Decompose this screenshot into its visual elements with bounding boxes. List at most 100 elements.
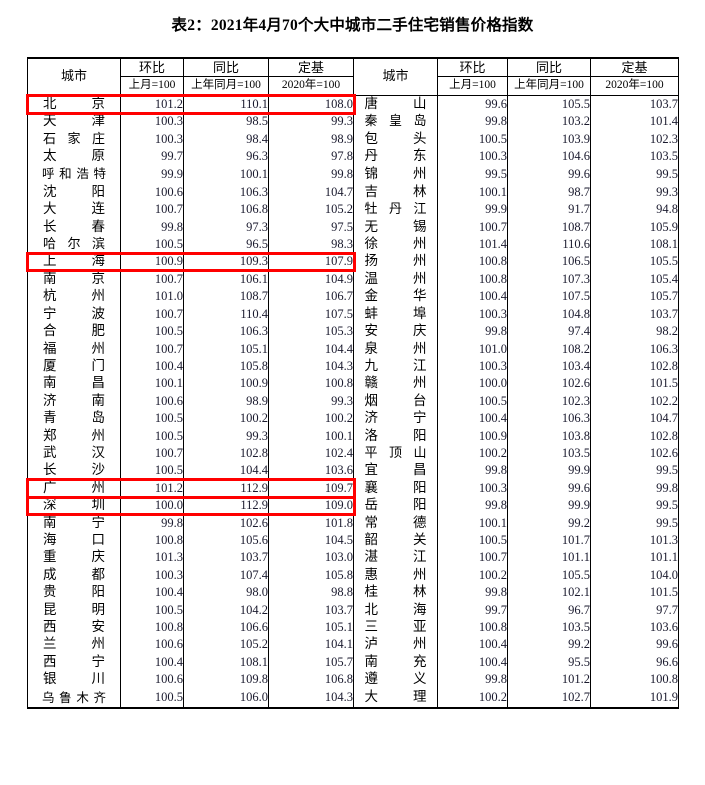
value-yoy-left: 100.9 bbox=[183, 375, 269, 393]
city-label: 徐州 bbox=[364, 236, 427, 253]
city-label: 长春 bbox=[43, 218, 105, 235]
city-name-left: 哈尔滨 bbox=[27, 236, 121, 254]
value-base-right: 97.7 bbox=[590, 601, 679, 619]
value-base-left: 104.3 bbox=[268, 688, 354, 710]
city-name-left: 西宁 bbox=[27, 653, 121, 672]
city-label: 扬州 bbox=[364, 253, 427, 270]
value-mom-right: 100.5 bbox=[437, 392, 508, 411]
city-name-right: 烟台 bbox=[353, 392, 438, 411]
value-mom-left: 101.3 bbox=[120, 549, 184, 567]
value-yoy-right: 104.8 bbox=[507, 305, 591, 324]
value-base-right: 99.5 bbox=[590, 462, 679, 480]
city-name-right: 惠州 bbox=[353, 566, 438, 585]
value-base-right: 98.2 bbox=[590, 323, 679, 341]
value-mom-right: 100.4 bbox=[437, 410, 508, 428]
city-name-right: 襄阳 bbox=[353, 479, 438, 498]
city-label: 济南 bbox=[43, 392, 105, 409]
city-name-right: 九江 bbox=[353, 357, 438, 376]
city-name-right: 桂林 bbox=[353, 584, 438, 602]
value-base-left: 109.0 bbox=[268, 497, 354, 515]
value-yoy-left: 98.9 bbox=[183, 392, 269, 411]
city-label: 西宁 bbox=[43, 653, 105, 670]
value-yoy-left: 112.9 bbox=[183, 497, 269, 515]
value-yoy-right: 102.1 bbox=[507, 584, 591, 602]
value-mom-right: 100.9 bbox=[437, 427, 508, 445]
value-base-left: 103.7 bbox=[268, 601, 354, 619]
value-yoy-right: 103.2 bbox=[507, 113, 591, 131]
value-base-left: 101.8 bbox=[268, 514, 354, 532]
value-mom-left: 100.3 bbox=[120, 566, 184, 585]
city-label: 包头 bbox=[364, 130, 427, 147]
value-yoy-right: 101.7 bbox=[507, 531, 591, 550]
city-label: 郑州 bbox=[43, 427, 105, 444]
value-mom-left: 101.2 bbox=[120, 95, 184, 114]
city-name-left: 北京 bbox=[27, 95, 121, 114]
city-name-left: 天津 bbox=[27, 113, 121, 131]
value-mom-right: 99.6 bbox=[437, 95, 508, 114]
value-mom-right: 100.7 bbox=[437, 549, 508, 567]
value-mom-right: 100.3 bbox=[437, 305, 508, 324]
city-label: 兰州 bbox=[43, 636, 105, 653]
city-label: 贵阳 bbox=[43, 584, 105, 601]
city-name-right: 济宁 bbox=[353, 410, 438, 428]
table-row: 兰州 100.6 105.2 104.1 泸州 100.4 99.2 99.6 bbox=[27, 636, 679, 654]
value-base-left: 99.8 bbox=[268, 165, 354, 184]
value-base-right: 96.6 bbox=[590, 653, 679, 672]
city-name-left: 昆明 bbox=[27, 601, 121, 619]
city-label: 唐山 bbox=[364, 95, 427, 112]
value-yoy-left: 105.8 bbox=[183, 357, 269, 376]
value-yoy-right: 102.6 bbox=[507, 375, 591, 393]
value-yoy-right: 95.5 bbox=[507, 653, 591, 672]
value-base-right: 99.5 bbox=[590, 165, 679, 184]
city-name-left: 海口 bbox=[27, 531, 121, 550]
city-name-right: 安庆 bbox=[353, 323, 438, 341]
city-label: 锦州 bbox=[364, 165, 427, 182]
table-row: 深圳 100.0 112.9 109.0 岳阳 99.8 99.9 99.5 bbox=[27, 497, 679, 515]
value-base-right: 101.3 bbox=[590, 531, 679, 550]
value-mom-left: 100.6 bbox=[120, 183, 184, 202]
value-mom-left: 100.5 bbox=[120, 601, 184, 619]
value-yoy-right: 99.9 bbox=[507, 497, 591, 515]
table-row: 郑州 100.5 99.3 100.1 洛阳 100.9 103.8 102.8 bbox=[27, 427, 679, 445]
city-label: 洛阳 bbox=[364, 427, 427, 444]
city-name-right: 泸州 bbox=[353, 636, 438, 654]
value-mom-right: 100.4 bbox=[437, 288, 508, 306]
value-mom-right: 100.2 bbox=[437, 566, 508, 585]
value-base-right: 106.3 bbox=[590, 340, 679, 358]
city-name-right: 韶关 bbox=[353, 531, 438, 550]
value-base-right: 105.4 bbox=[590, 270, 679, 289]
value-yoy-left: 99.3 bbox=[183, 427, 269, 445]
value-yoy-right: 99.6 bbox=[507, 165, 591, 184]
header-yoy-right: 同比 bbox=[507, 57, 591, 78]
value-base-right: 99.5 bbox=[590, 514, 679, 532]
city-label: 丹东 bbox=[364, 148, 427, 165]
value-base-left: 104.4 bbox=[268, 340, 354, 358]
table-row: 北京 101.2 110.1 108.0 唐山 99.6 105.5 103.7 bbox=[27, 95, 679, 114]
header-mom-right: 环比 bbox=[437, 57, 508, 78]
city-name-left: 合肥 bbox=[27, 323, 121, 341]
value-yoy-left: 109.8 bbox=[183, 671, 269, 689]
value-mom-right: 100.5 bbox=[437, 531, 508, 550]
value-base-left: 99.3 bbox=[268, 113, 354, 131]
value-base-left: 105.3 bbox=[268, 323, 354, 341]
header-mom-base-right: 上月=100 bbox=[437, 76, 508, 96]
city-label: 北京 bbox=[43, 95, 105, 112]
city-label: 呼和浩特 bbox=[42, 166, 106, 182]
page-title: 表2：2021年4月70个大中城市二手住宅销售价格指数 bbox=[171, 17, 534, 34]
value-mom-left: 100.7 bbox=[120, 270, 184, 289]
table-row: 南昌 100.1 100.9 100.8 赣州 100.0 102.6 101.5 bbox=[27, 375, 679, 393]
table-row: 济南 100.6 98.9 99.3 烟台 100.5 102.3 102.2 bbox=[27, 392, 679, 411]
value-base-left: 103.0 bbox=[268, 549, 354, 567]
city-label: 合肥 bbox=[43, 323, 105, 340]
value-mom-left: 100.6 bbox=[120, 671, 184, 689]
city-name-left: 长春 bbox=[27, 218, 121, 237]
table-row: 重庆 101.3 103.7 103.0 湛江 100.7 101.1 101.1 bbox=[27, 549, 679, 567]
value-yoy-left: 102.6 bbox=[183, 514, 269, 532]
city-name-left: 大连 bbox=[27, 201, 121, 219]
city-name-right: 温州 bbox=[353, 270, 438, 289]
value-base-left: 100.2 bbox=[268, 410, 354, 428]
value-mom-right: 101.4 bbox=[437, 236, 508, 254]
price-index-table-wrapper: 城市 环比 同比 定基 城市 环比 同比 定基 上月=100 上年同月=100 … bbox=[27, 56, 679, 710]
value-yoy-right: 91.7 bbox=[507, 201, 591, 219]
value-mom-left: 99.8 bbox=[120, 218, 184, 237]
